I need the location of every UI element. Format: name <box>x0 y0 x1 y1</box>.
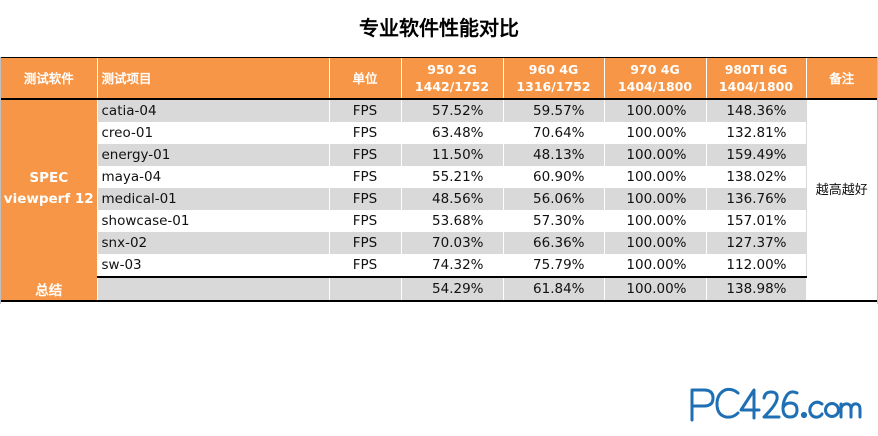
value-cell: 100.00% <box>603 99 706 122</box>
summary-empty-cell <box>328 277 401 302</box>
test-item-cell: showcase-01 <box>96 210 329 232</box>
value-cell: 60.90% <box>502 166 604 188</box>
value-cell: 55.21% <box>400 166 503 188</box>
header-gpu-name: 950 2G <box>427 62 477 77</box>
value-cell: 136.76% <box>705 188 806 210</box>
summary-row: 总结 54.29% 61.84% 100.00% 138.98% <box>1 277 877 302</box>
table-row: SPEC viewperf 12 catia-04 FPS 57.52% 59.5… <box>1 99 877 277</box>
page-title: 专业软件性能对比 <box>359 16 519 40</box>
value-cell: 56.06% <box>502 188 604 210</box>
value-cell: 132.81% <box>705 122 806 144</box>
table-row: medical-01 FPS 48.56% 56.06% 100.00% 136… <box>1 188 877 210</box>
summary-note-cell <box>805 277 877 302</box>
value-cell: 100.00% <box>603 166 706 188</box>
group-label-line2: viewperf 12 <box>3 190 94 207</box>
header-unit: 单位 <box>328 57 401 100</box>
unit-cell: FPS <box>328 210 401 232</box>
value-cell: 100.00% <box>603 210 706 232</box>
value-cell: 157.01% <box>705 210 806 232</box>
header-item: 测试项目 <box>96 57 329 100</box>
test-item-cell: maya-04 <box>96 166 329 188</box>
watermark-logo <box>690 387 862 422</box>
value-cell: 100.00% <box>603 254 706 278</box>
summary-value-cell: 61.84% <box>502 277 604 302</box>
header-software: 测试软件 <box>1 57 97 100</box>
value-cell: 100.00% <box>603 188 706 210</box>
summary-value-cell: 54.29% <box>400 277 503 302</box>
value-cell: 112.00% <box>705 254 806 278</box>
value-cell: 59.57% <box>502 99 604 122</box>
value-cell: 11.50% <box>400 144 503 166</box>
value-cell: 100.00% <box>603 144 706 166</box>
value-cell: 70.03% <box>400 232 503 254</box>
unit-cell: FPS <box>328 144 401 166</box>
unit-cell: FPS <box>328 232 401 254</box>
value-cell: 74.32% <box>400 254 503 278</box>
table-row: creo-01 FPS 63.48% 70.64% 100.00% 132.81… <box>1 122 877 144</box>
value-cell: 48.56% <box>400 188 503 210</box>
test-software-group: SPEC viewperf 12 <box>1 99 97 277</box>
test-item-cell: catia-04 <box>96 99 329 122</box>
value-cell: 48.13% <box>502 144 604 166</box>
header-gpu-clock: 1404/1800 <box>617 79 693 94</box>
header-gpu-name: 980TI 6G <box>724 62 788 77</box>
value-cell: 57.30% <box>502 210 604 232</box>
unit-cell: FPS <box>328 188 401 210</box>
value-cell: 63.48% <box>400 122 503 144</box>
header-gpu-960: 960 4G 1316/1752 <box>502 57 604 100</box>
unit-cell: FPS <box>328 254 401 278</box>
test-item-cell: sw-03 <box>96 254 329 278</box>
value-cell: 127.37% <box>705 232 806 254</box>
table-row: showcase-01 FPS 53.68% 57.30% 100.00% 15… <box>1 210 877 232</box>
header-gpu-950: 950 2G 1442/1752 <box>400 57 503 100</box>
summary-value-cell: 138.98% <box>705 277 806 302</box>
value-cell: 53.68% <box>400 210 503 232</box>
header-gpu-980ti: 980TI 6G 1404/1800 <box>705 57 806 100</box>
table-row: energy-01 FPS 11.50% 48.13% 100.00% 159.… <box>1 144 877 166</box>
unit-cell: FPS <box>328 99 401 122</box>
table-row: snx-02 FPS 70.03% 66.36% 100.00% 127.37% <box>1 232 877 254</box>
table-border-left <box>0 57 1 304</box>
value-cell: 100.00% <box>603 122 706 144</box>
header-gpu-clock: 1404/1800 <box>718 79 794 94</box>
value-cell: 57.52% <box>400 99 503 122</box>
test-item-cell: snx-02 <box>96 232 329 254</box>
table-row: maya-04 FPS 55.21% 60.90% 100.00% 138.02… <box>1 166 877 188</box>
summary-empty-cell <box>96 277 329 302</box>
unit-cell: FPS <box>328 166 401 188</box>
value-cell: 66.36% <box>502 232 604 254</box>
test-item-cell: medical-01 <box>96 188 329 210</box>
value-cell: 148.36% <box>705 99 806 122</box>
test-item-cell: creo-01 <box>96 122 329 144</box>
header-gpu-name: 960 4G <box>528 62 579 77</box>
header-gpu-name: 970 4G <box>630 62 680 77</box>
summary-value-cell: 100.00% <box>603 277 706 302</box>
value-cell: 70.64% <box>502 122 604 144</box>
header-gpu-clock: 1316/1752 <box>516 79 591 94</box>
header-note: 备注 <box>805 57 877 100</box>
comparison-table: 测试软件 测试项目 单位 950 2G 1442/1752 960 4G 1316/… <box>1 57 877 302</box>
unit-cell: FPS <box>328 122 401 144</box>
table-row: sw-03 FPS 74.32% 75.79% 100.00% 112.00% <box>1 254 877 278</box>
value-cell: 100.00% <box>603 232 706 254</box>
header-row: 测试软件 测试项目 单位 950 2G 1442/1752 960 4G 1316/… <box>1 57 877 100</box>
summary-label: 总结 <box>1 277 97 302</box>
value-cell: 159.49% <box>705 144 806 166</box>
value-cell: 75.79% <box>502 254 604 278</box>
group-label-line1: SPEC <box>29 169 69 186</box>
value-cell: 138.02% <box>705 166 806 188</box>
header-gpu-970: 970 4G 1404/1800 <box>603 57 706 100</box>
note-cell: 越高越好 <box>805 99 877 277</box>
header-gpu-clock: 1442/1752 <box>414 79 490 94</box>
test-item-cell: energy-01 <box>96 144 329 166</box>
